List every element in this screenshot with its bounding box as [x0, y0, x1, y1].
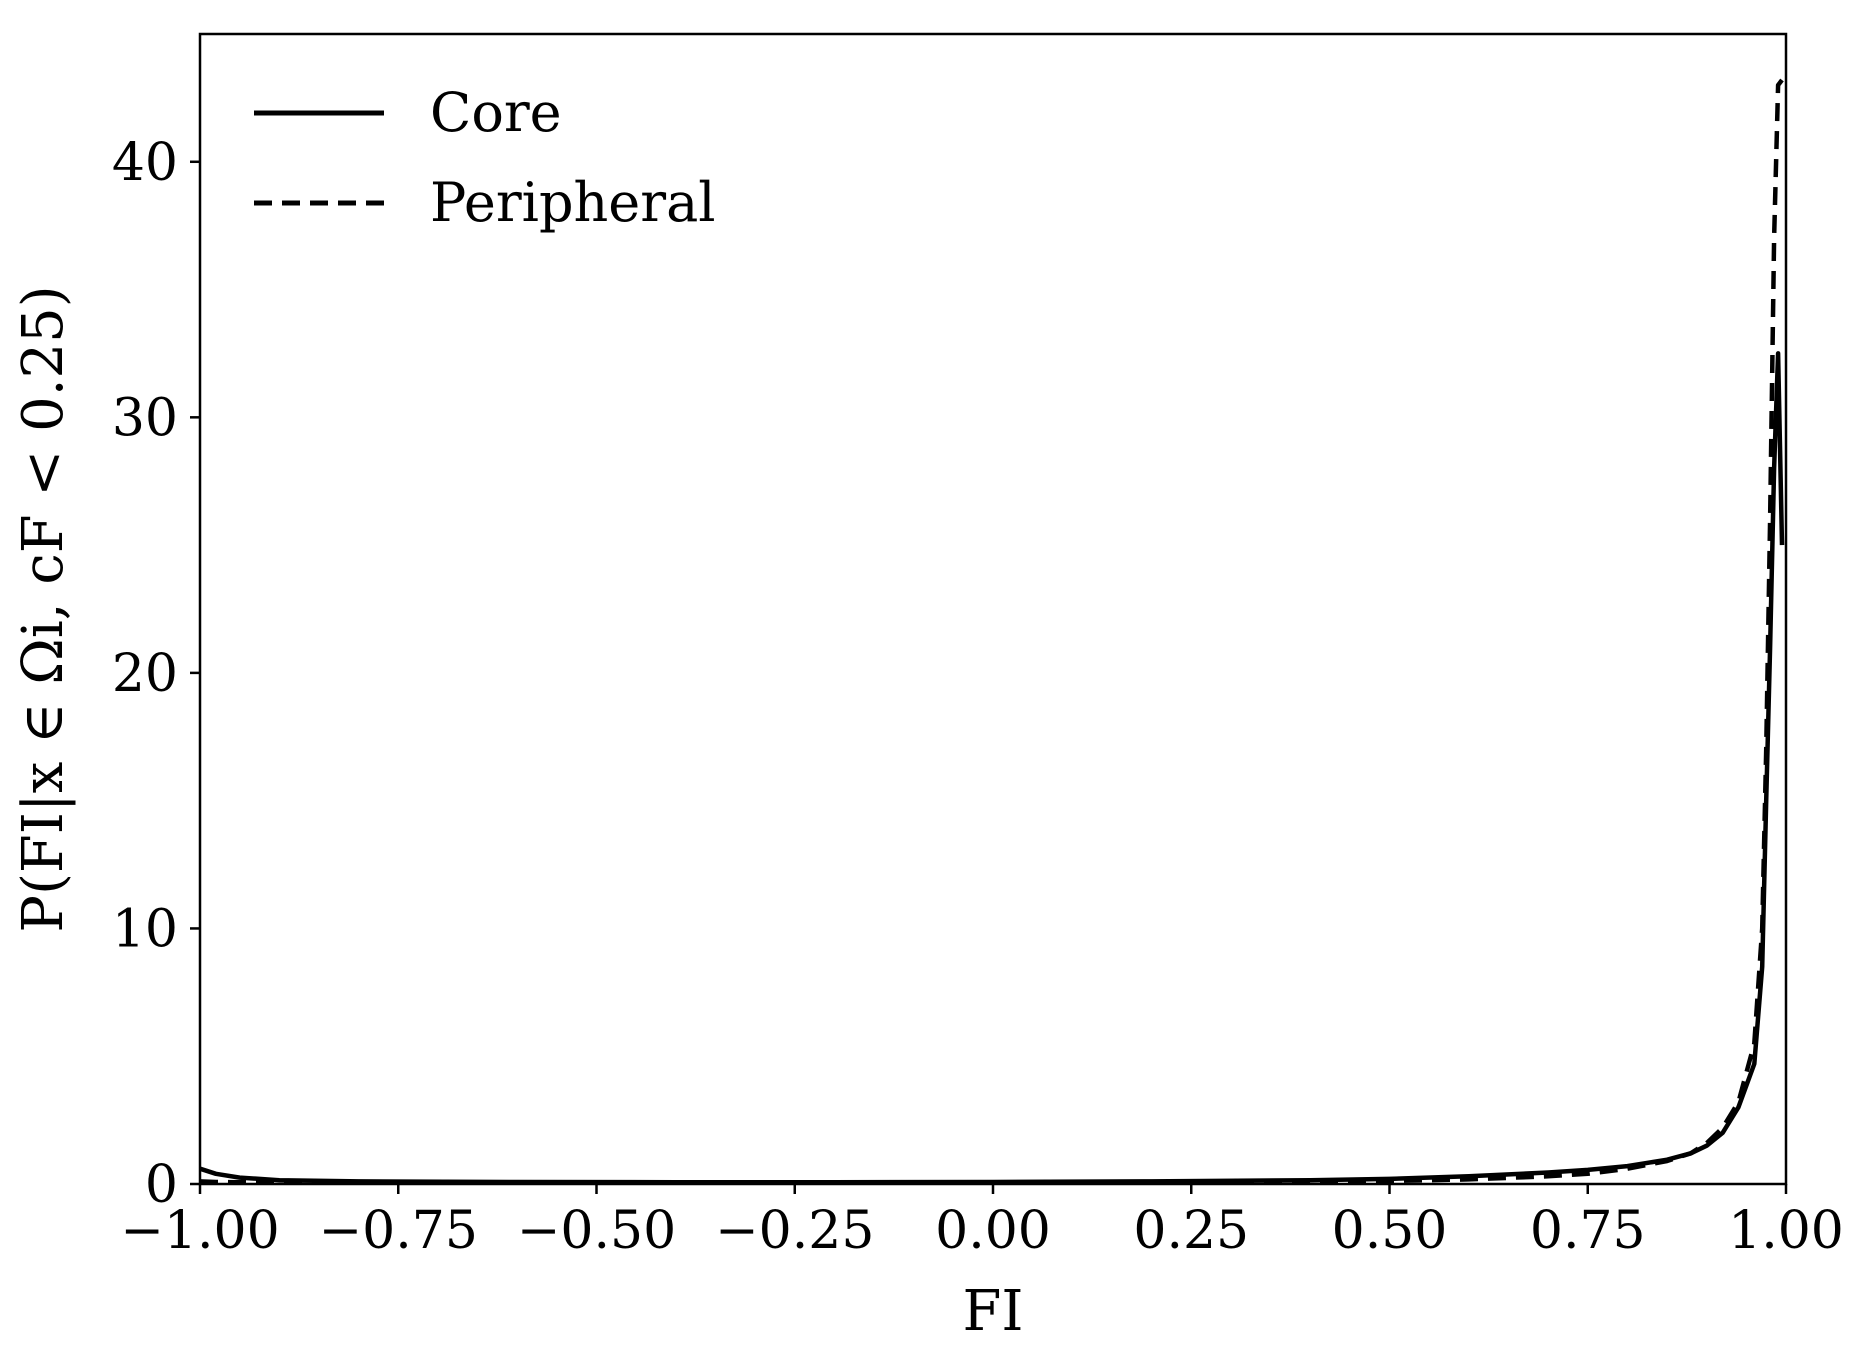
y-axis-label: P(FI|x ∈ Ωi, cF < 0.25): [11, 285, 76, 932]
x-axis-ticks: −1.00 −0.75 −0.50 −0.25 0.00 0.25 0.50 0.75 1.00: [120, 1184, 1844, 1261]
x-tick-label: 0.25: [1133, 1201, 1249, 1261]
y-tick-label: 30: [112, 388, 178, 448]
x-tick-label: 0.00: [935, 1201, 1051, 1261]
legend-label-core: Core: [430, 81, 562, 144]
legend: Core Peripheral: [254, 81, 716, 234]
y-tick-label: 40: [112, 133, 178, 193]
x-tick-label: 0.50: [1332, 1201, 1448, 1261]
series-layer: [199, 78, 1785, 1185]
x-axis-label: FI: [963, 1279, 1024, 1344]
y-axis-ticks: 0 10 20 30 40: [112, 133, 200, 1215]
x-tick-label: −0.25: [715, 1201, 874, 1261]
y-tick-label: 20: [112, 644, 178, 704]
x-tick-label: −1.00: [120, 1201, 279, 1261]
x-tick-label: −0.50: [517, 1201, 676, 1261]
x-tick-label: 1.00: [1728, 1201, 1844, 1261]
series-line-peripheral: [199, 78, 1784, 1185]
legend-label-peripheral: Peripheral: [430, 171, 716, 234]
x-tick-label: 0.75: [1530, 1201, 1646, 1261]
y-tick-label: 0: [145, 1155, 178, 1215]
x-tick-label: −0.75: [319, 1201, 478, 1261]
y-tick-label: 10: [112, 899, 178, 959]
